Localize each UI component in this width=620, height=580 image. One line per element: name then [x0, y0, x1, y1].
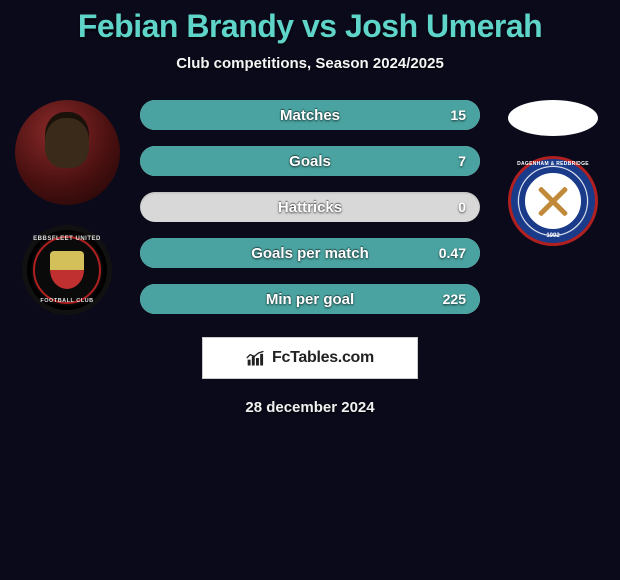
stat-bar: Hattricks 0: [140, 192, 480, 222]
club-right-hammers-icon: [533, 181, 573, 221]
right-player-column: DAGENHAM & REDBRIDGE 1992: [498, 100, 608, 246]
club-left-name-top: EBBSFLEET UNITED: [33, 236, 101, 242]
stat-bar: Goals 7: [140, 146, 480, 176]
player-left-avatar: [15, 100, 120, 205]
stat-bar-value-right: 225: [443, 291, 466, 307]
stat-bar: Goals per match 0.47: [140, 238, 480, 268]
club-right-badge: DAGENHAM & REDBRIDGE 1992: [508, 156, 598, 246]
club-left-name-bot: FOOTBALL CLUB: [40, 298, 93, 304]
date: 28 december 2024: [0, 399, 620, 416]
player-right-avatar-placeholder: [508, 100, 598, 136]
club-left-shield-icon: [50, 251, 84, 289]
stat-bar-value-right: 0: [458, 199, 466, 215]
club-right-year: 1992: [546, 233, 559, 239]
stat-bar-label: Goals per match: [251, 245, 369, 262]
stat-bar-label: Hattricks: [278, 199, 342, 216]
left-player-column: EBBSFLEET UNITED FOOTBALL CLUB: [12, 100, 122, 315]
club-right-name-top: DAGENHAM & REDBRIDGE: [517, 161, 589, 167]
comparison-row: EBBSFLEET UNITED FOOTBALL CLUB Matches 15…: [0, 100, 620, 315]
watermark-text: FcTables.com: [272, 349, 374, 367]
subtitle: Club competitions, Season 2024/2025: [0, 55, 620, 72]
club-left-badge: EBBSFLEET UNITED FOOTBALL CLUB: [22, 225, 112, 315]
watermark: FcTables.com: [202, 337, 418, 379]
stat-bar: Min per goal 225: [140, 284, 480, 314]
stat-bar: Matches 15: [140, 100, 480, 130]
stat-bar-label: Goals: [289, 153, 331, 170]
stat-bar-value-right: 0.47: [439, 245, 466, 261]
stat-bars: Matches 15 Goals 7 Hattricks 0 Goals per match…: [140, 100, 480, 314]
stat-bar-value-right: 7: [458, 153, 466, 169]
stat-bar-value-right: 15: [450, 107, 466, 123]
stat-bar-label: Min per goal: [266, 291, 354, 308]
watermark-chart-icon: [246, 349, 266, 367]
stat-bar-label: Matches: [280, 107, 340, 124]
page-title: Febian Brandy vs Josh Umerah: [0, 0, 620, 45]
